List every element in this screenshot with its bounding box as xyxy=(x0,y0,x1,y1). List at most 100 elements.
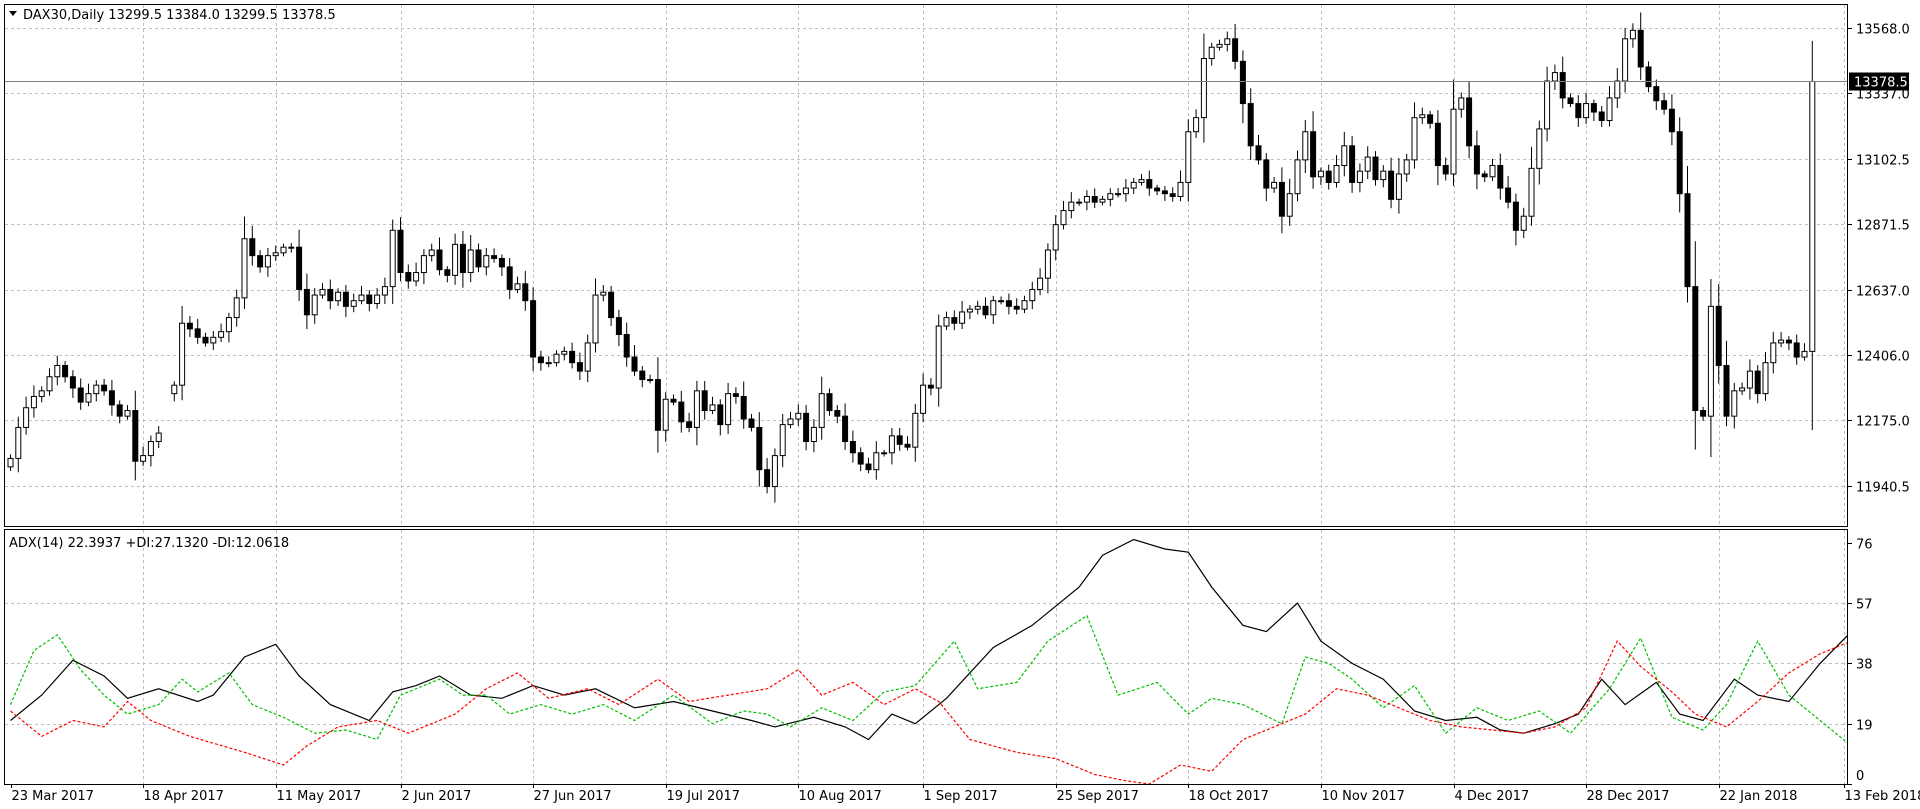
candle-body xyxy=(1723,364,1730,417)
candle-body xyxy=(1083,196,1090,203)
candle-body xyxy=(1762,362,1769,395)
candle-body xyxy=(1590,103,1597,113)
candle-body xyxy=(686,421,693,428)
candle-body xyxy=(1138,179,1145,183)
candle-body xyxy=(1489,165,1496,178)
current-price-marker: 13378.5 xyxy=(5,72,1909,91)
candle xyxy=(1286,178,1293,226)
candle xyxy=(756,412,763,487)
adx-axis: 76 57 38 19 0 xyxy=(1847,538,1873,785)
candle xyxy=(311,288,318,324)
adx-indicator-title: ADX(14) 22.3937 +DI:27.1320 -DI:12.0618 xyxy=(9,536,289,551)
candle xyxy=(787,411,794,429)
candle xyxy=(1364,146,1371,179)
candle xyxy=(1442,157,1449,181)
candle xyxy=(881,449,888,457)
candle-body xyxy=(1349,145,1356,183)
candle-body xyxy=(1364,156,1371,172)
candle xyxy=(943,311,950,331)
candle-body xyxy=(218,331,225,338)
candle-body xyxy=(1200,58,1207,119)
adx-tick-label: 76 xyxy=(1856,538,1873,553)
adx-pane[interactable] xyxy=(4,529,1848,785)
candle-body xyxy=(974,305,981,310)
candle-body xyxy=(756,426,763,471)
candle xyxy=(623,322,630,367)
candle-body xyxy=(1411,117,1418,161)
candle xyxy=(1224,31,1231,52)
candle xyxy=(1021,295,1028,314)
candle-body xyxy=(1700,410,1707,417)
candle-body xyxy=(857,452,864,465)
candle xyxy=(1489,158,1496,182)
candle-body xyxy=(311,294,318,316)
collapse-triangle-icon[interactable] xyxy=(9,11,17,16)
candle-body xyxy=(1801,350,1808,358)
candle xyxy=(990,295,997,325)
candle-body xyxy=(101,384,108,392)
candle-body xyxy=(1559,72,1566,99)
candle xyxy=(1419,107,1426,124)
series-adx-14 xyxy=(10,538,1847,741)
candle-body xyxy=(116,404,123,417)
candle xyxy=(1232,23,1239,70)
candle xyxy=(350,293,357,313)
candle xyxy=(54,355,61,386)
candle xyxy=(795,404,802,426)
candle xyxy=(1356,163,1363,193)
candle-body xyxy=(389,229,396,288)
candle-body xyxy=(1434,122,1441,167)
candle-body xyxy=(748,418,755,428)
candle xyxy=(1107,188,1114,207)
candle-body xyxy=(888,435,895,454)
candle xyxy=(849,430,856,463)
candle xyxy=(959,300,966,329)
candle xyxy=(506,257,513,300)
candle xyxy=(1310,111,1317,189)
candle-body xyxy=(1512,201,1519,231)
candle-body xyxy=(1536,128,1543,169)
candle-body xyxy=(647,379,654,382)
candle-body xyxy=(93,384,100,395)
price-tick-label: 13568.0 xyxy=(1856,23,1910,38)
candle xyxy=(1200,33,1207,143)
candle xyxy=(1185,119,1192,202)
candle xyxy=(327,279,334,310)
price-pane[interactable] xyxy=(4,4,1848,527)
candle xyxy=(951,310,958,331)
candle xyxy=(15,416,22,473)
candle-body xyxy=(1208,46,1215,60)
candle xyxy=(569,342,576,369)
candle-body xyxy=(1473,145,1480,175)
candle-body xyxy=(795,412,802,420)
candle-body xyxy=(1052,224,1059,251)
candle-body xyxy=(584,342,591,372)
series-di xyxy=(10,640,1847,784)
candle-body xyxy=(171,384,178,395)
candle-body xyxy=(420,255,427,274)
candle xyxy=(834,405,841,424)
candle xyxy=(1653,79,1660,111)
candle-body xyxy=(1115,193,1122,196)
candle-body xyxy=(179,322,186,386)
candle-body xyxy=(1403,159,1410,175)
candle xyxy=(717,399,724,436)
candle-body xyxy=(491,255,498,259)
candle-body xyxy=(1013,305,1020,310)
candle-body xyxy=(249,238,256,257)
candle xyxy=(1661,92,1668,115)
candle-body xyxy=(1450,108,1457,175)
candle xyxy=(280,243,287,257)
candle-body xyxy=(545,362,552,365)
candle xyxy=(1380,165,1387,188)
candle xyxy=(225,312,232,343)
price-grid xyxy=(5,5,1847,526)
candle xyxy=(748,413,755,432)
candle xyxy=(1801,343,1808,361)
candle-body xyxy=(1255,145,1262,161)
time-tick-label: 18 Oct 2017 xyxy=(1189,789,1269,804)
candle-body xyxy=(1778,339,1785,344)
candle xyxy=(771,448,778,503)
candle-body xyxy=(1302,131,1309,161)
